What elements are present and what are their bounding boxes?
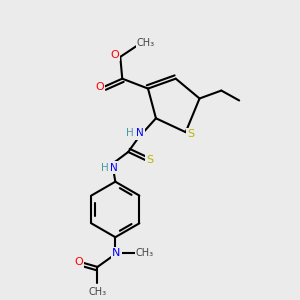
Text: O: O (95, 82, 104, 92)
Text: H: H (100, 163, 108, 173)
Text: CH₃: CH₃ (136, 248, 154, 258)
Text: O: O (74, 257, 83, 267)
Text: N: N (136, 128, 144, 138)
Text: S: S (187, 129, 194, 139)
Text: H: H (126, 128, 134, 138)
Text: CH₃: CH₃ (88, 287, 106, 297)
Text: N: N (110, 163, 118, 173)
Text: O: O (110, 50, 119, 60)
Text: S: S (146, 155, 154, 165)
Text: N: N (112, 248, 121, 258)
Text: CH₃: CH₃ (137, 38, 155, 48)
